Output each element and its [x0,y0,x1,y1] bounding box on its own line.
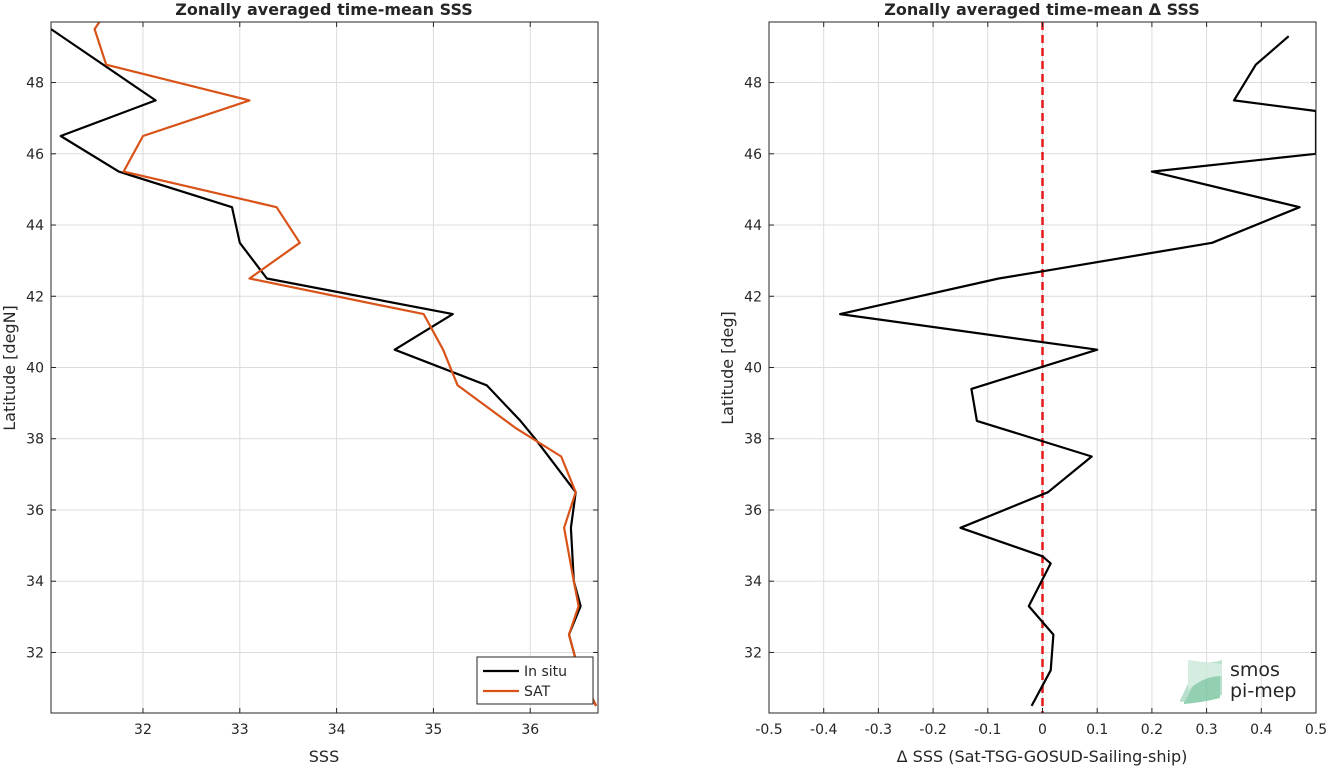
legend-entry-label: SAT [524,684,551,700]
x-tick-label: 32 [134,722,152,738]
x-tick-label: -0.3 [865,722,892,738]
x-tick-label: -0.4 [810,722,837,738]
x-tick-label: 35 [425,722,443,738]
sss-series-line-in-situ [51,28,598,707]
x-tick-label: 0.1 [1086,722,1108,738]
x-tick-label: 0.5 [1305,722,1327,738]
delta-sss-profile-plot: Zonally averaged time-mean Δ SSS Δ SSS (… [718,0,1327,766]
x-tick-label: -0.1 [974,722,1001,738]
logo-waves-icon [1180,660,1222,704]
y-tick-label: 38 [26,432,44,448]
delta-sss-x-axis-label: Δ SSS (Sat-TSG-GOSUD-Sailing-ship) [897,747,1188,766]
y-tick-label: 32 [26,645,44,661]
x-tick-label: 36 [521,722,539,738]
legend-box [476,656,594,705]
sss-plot-title: Zonally averaged time-mean SSS [175,0,473,19]
smos-pi-mep-logo: smos pi-mep [1180,659,1296,704]
sss-grid [51,22,598,713]
x-tick-label: 0 [1038,722,1047,738]
y-tick-label: 44 [26,218,44,234]
y-tick-label: 48 [744,76,762,92]
y-tick-label: 46 [26,147,44,163]
y-tick-label: 36 [744,503,762,519]
y-tick-label: 38 [744,432,762,448]
y-tick-label: 32 [744,645,762,661]
x-tick-label: 34 [328,722,346,738]
x-tick-label: 0.2 [1141,722,1163,738]
y-tick-label: 34 [744,574,762,590]
y-tick-label: 36 [26,503,44,519]
y-tick-label: 48 [26,76,44,92]
sss-y-axis-label: Latitude [degN] [0,305,19,431]
sss-legend: In situ SAT [476,656,594,705]
sss-series-line-sat [93,22,598,707]
delta-sss-y-axis-label: Latitude [deg] [718,311,737,425]
delta-sss-series-line-0 [839,35,1316,707]
y-tick-label: 42 [744,289,762,305]
logo-text-line2: pi-mep [1230,680,1296,702]
delta-sss-plot-title: Zonally averaged time-mean Δ SSS [884,0,1200,19]
y-tick-label: 42 [26,289,44,305]
delta-sss-ticks: -0.5 -0.4 -0.3 -0.2 -0.1 0 0.1 0.2 0.3 0.4 0.5 32 34… [744,22,1327,738]
x-tick-label: -0.2 [919,722,946,738]
y-tick-label: 40 [26,361,44,377]
y-tick-label: 40 [744,361,762,377]
logo-text-line1: smos [1230,659,1280,681]
y-tick-label: 44 [744,218,762,234]
sss-profile-plot: Zonally averaged time-mean SSS SSS Latit… [0,0,599,766]
y-tick-label: 46 [744,147,762,163]
sss-x-axis-label: SSS [309,747,339,766]
legend-entry-label: In situ [524,664,567,680]
x-tick-label: 0.4 [1250,722,1272,738]
x-tick-label: 33 [231,722,249,738]
x-tick-label: -0.5 [755,722,782,738]
x-tick-label: 0.3 [1195,722,1217,738]
sss-ticks: 32 33 34 35 36 32 34 36 38 40 42 44 46 48 [26,22,598,738]
y-tick-label: 34 [26,574,44,590]
